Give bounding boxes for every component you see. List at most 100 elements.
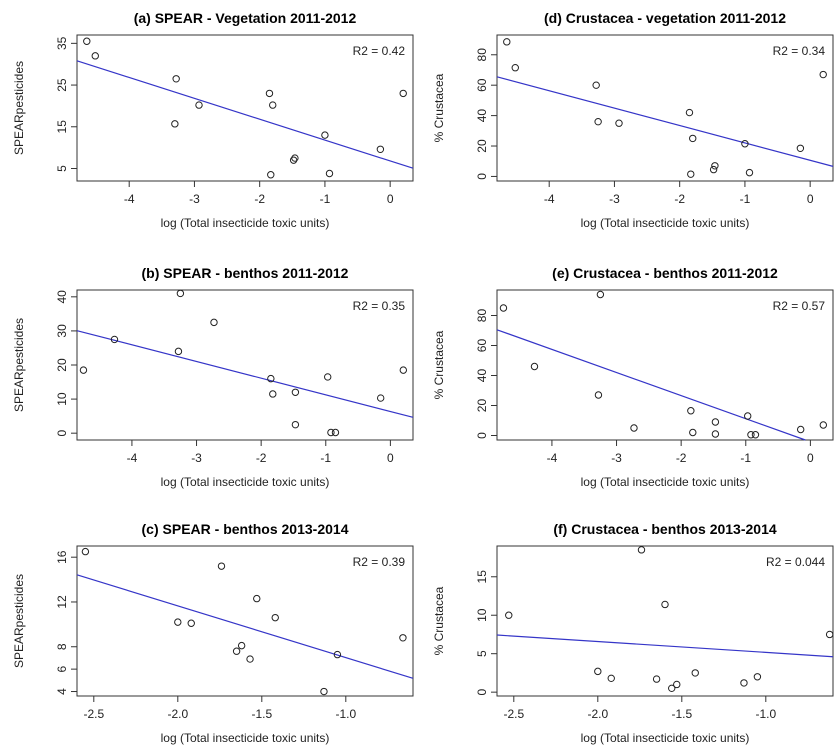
panel-c-x-axis-label: log (Total insecticide toxic units): [161, 731, 330, 745]
panel-a-x-tick-label: -4: [124, 192, 135, 206]
panel-b-y-tick-label: 10: [55, 392, 69, 406]
panel-b-data-point: [79, 366, 88, 374]
panel-e-y-tick-label: 40: [475, 369, 489, 383]
panel-a-data-point: [195, 101, 203, 109]
panel-e-x-tick-label: -4: [547, 451, 558, 465]
panel-e-data-point: [744, 412, 752, 420]
panel-f-data-point: [594, 667, 602, 676]
panel-d-data-point: [741, 140, 749, 148]
panel-d-y-tick-label: 60: [475, 78, 489, 92]
panel-f-data-point: [740, 679, 748, 687]
panel-d-data-point: [592, 81, 600, 89]
panel-d-title: (d) Crustacea - vegetation 2011-2012: [544, 10, 786, 26]
panel-d-y-tick-label: 20: [475, 139, 489, 153]
panel-c-y-tick-label: 6: [55, 665, 69, 672]
panel-d-data-point: [711, 162, 719, 170]
panel-d-data-point: [503, 38, 511, 46]
panel-a-data-point: [83, 37, 91, 45]
panel-d-data-point: [709, 165, 718, 174]
panel-b-y-tick-label: 30: [55, 324, 69, 338]
panel-f-data-point: [661, 600, 669, 609]
panel-b-data-point: [267, 374, 275, 383]
panel-a-data-point: [325, 169, 334, 178]
panel-a-y-axis-label: SPEARpesticides: [12, 61, 26, 155]
panel-c-y-tick-label: 8: [55, 643, 69, 650]
panel-b-x-tick-label: -1: [320, 451, 331, 465]
panel-f-x-tick-label: -2.0: [587, 707, 608, 721]
panel-e-r2-annotation: R2 = 0.57: [773, 299, 826, 313]
panel-f-data-point: [673, 680, 681, 689]
panel-b-data-point: [327, 428, 335, 437]
panel-e-y-tick-label: 80: [475, 309, 489, 323]
panel-a-title: (a) SPEAR - Vegetation 2011-2012: [134, 10, 357, 26]
panel-a-x-tick-label: -2: [254, 192, 265, 206]
panel-e-data-point: [689, 428, 697, 437]
panel-b-data-point: [176, 289, 185, 298]
panel-d-data-point: [689, 134, 697, 143]
panel-e-x-tick-label: -3: [611, 451, 622, 465]
panel-c-data-point: [399, 634, 407, 642]
panel-b-x-tick-label: 0: [387, 451, 394, 465]
panel-d-y-tick-label: 80: [475, 48, 489, 62]
panel-f-data-point: [668, 684, 676, 693]
panel-f-data-point: [607, 674, 615, 683]
panel-a-data-point: [265, 89, 274, 98]
panel-a-y-tick-label: 15: [55, 120, 69, 134]
panel-b-data-point: [291, 388, 300, 396]
panel-b-y-tick-label: 40: [55, 290, 69, 304]
panel-c-data-point: [237, 641, 246, 650]
panel-b-fit-line: [76, 330, 414, 418]
panel-a-data-point: [267, 171, 275, 179]
panel-a-fit-line: [76, 60, 414, 169]
panel-c-data-point: [232, 647, 241, 655]
panel-b-data-point: [174, 347, 183, 356]
panel-d-data-point: [796, 144, 805, 153]
panel-e-fit-line: [496, 329, 806, 441]
panel-e-x-tick-label: 0: [807, 451, 814, 465]
panel-e-data-point: [630, 424, 638, 432]
panel-c-data-point: [271, 613, 279, 622]
panel-c-x-tick-label: -1.5: [251, 707, 272, 721]
panel-c-title: (c) SPEAR - benthos 2013-2014: [142, 521, 349, 537]
panel-f-y-tick-label: 10: [475, 608, 489, 622]
panel-e-y-tick-label: 60: [475, 339, 489, 353]
panel-e-data-point: [796, 425, 805, 434]
panel-d-r2-annotation: R2 = 0.34: [773, 44, 826, 58]
panel-b-data-point: [110, 335, 119, 344]
panel-b-title: (b) SPEAR - benthos 2011-2012: [142, 265, 349, 281]
panel-e-data-point: [530, 362, 539, 371]
panel-a-data-point: [289, 156, 298, 164]
panel-b-y-axis-label: SPEARpesticides: [12, 318, 26, 412]
panel-b-data-point: [291, 420, 300, 429]
panel-b-x-tick-label: -3: [191, 451, 202, 465]
panel-a-y-tick-label: 5: [55, 165, 69, 172]
panel-f-data-point: [637, 546, 646, 554]
panel-a-plot-frame: [76, 34, 414, 182]
panel-b-data-point: [376, 394, 385, 402]
panel-e-data-point: [594, 391, 603, 399]
panel-c-y-tick-label: 4: [55, 688, 69, 695]
panel-e-x-axis-label: log (Total insecticide toxic units): [581, 475, 750, 489]
panel-d-x-tick-label: -1: [740, 192, 751, 206]
panel-a-x-tick-label: 0: [387, 192, 394, 206]
panel-c-fit-line: [76, 574, 414, 679]
panel-a-data-point: [291, 154, 299, 162]
panel-c-data-point: [217, 562, 226, 570]
panel-b-data-point: [269, 390, 277, 398]
panel-d-x-tick-label: 0: [807, 192, 814, 206]
panel-e-title: (e) Crustacea - benthos 2011-2012: [552, 265, 778, 281]
panel-c-r2-annotation: R2 = 0.39: [353, 555, 406, 569]
panel-a-x-tick-label: -1: [320, 192, 331, 206]
panel-f-x-tick-label: -1.5: [671, 707, 692, 721]
panel-f-y-tick-label: 0: [475, 688, 489, 695]
panel-e-data-point: [747, 431, 755, 439]
panel-f-fit-line: [496, 634, 834, 658]
panel-f-y-tick-label: 5: [475, 650, 489, 657]
panel-e-data-point: [751, 431, 760, 439]
panel-a-y-tick-label: 25: [55, 78, 69, 92]
panel-f-y-axis-label: % Crustacea: [432, 586, 446, 655]
panel-d-y-tick-label: 40: [475, 109, 489, 123]
panel-e-data-point: [711, 418, 720, 426]
panel-e-data-point: [711, 430, 720, 438]
